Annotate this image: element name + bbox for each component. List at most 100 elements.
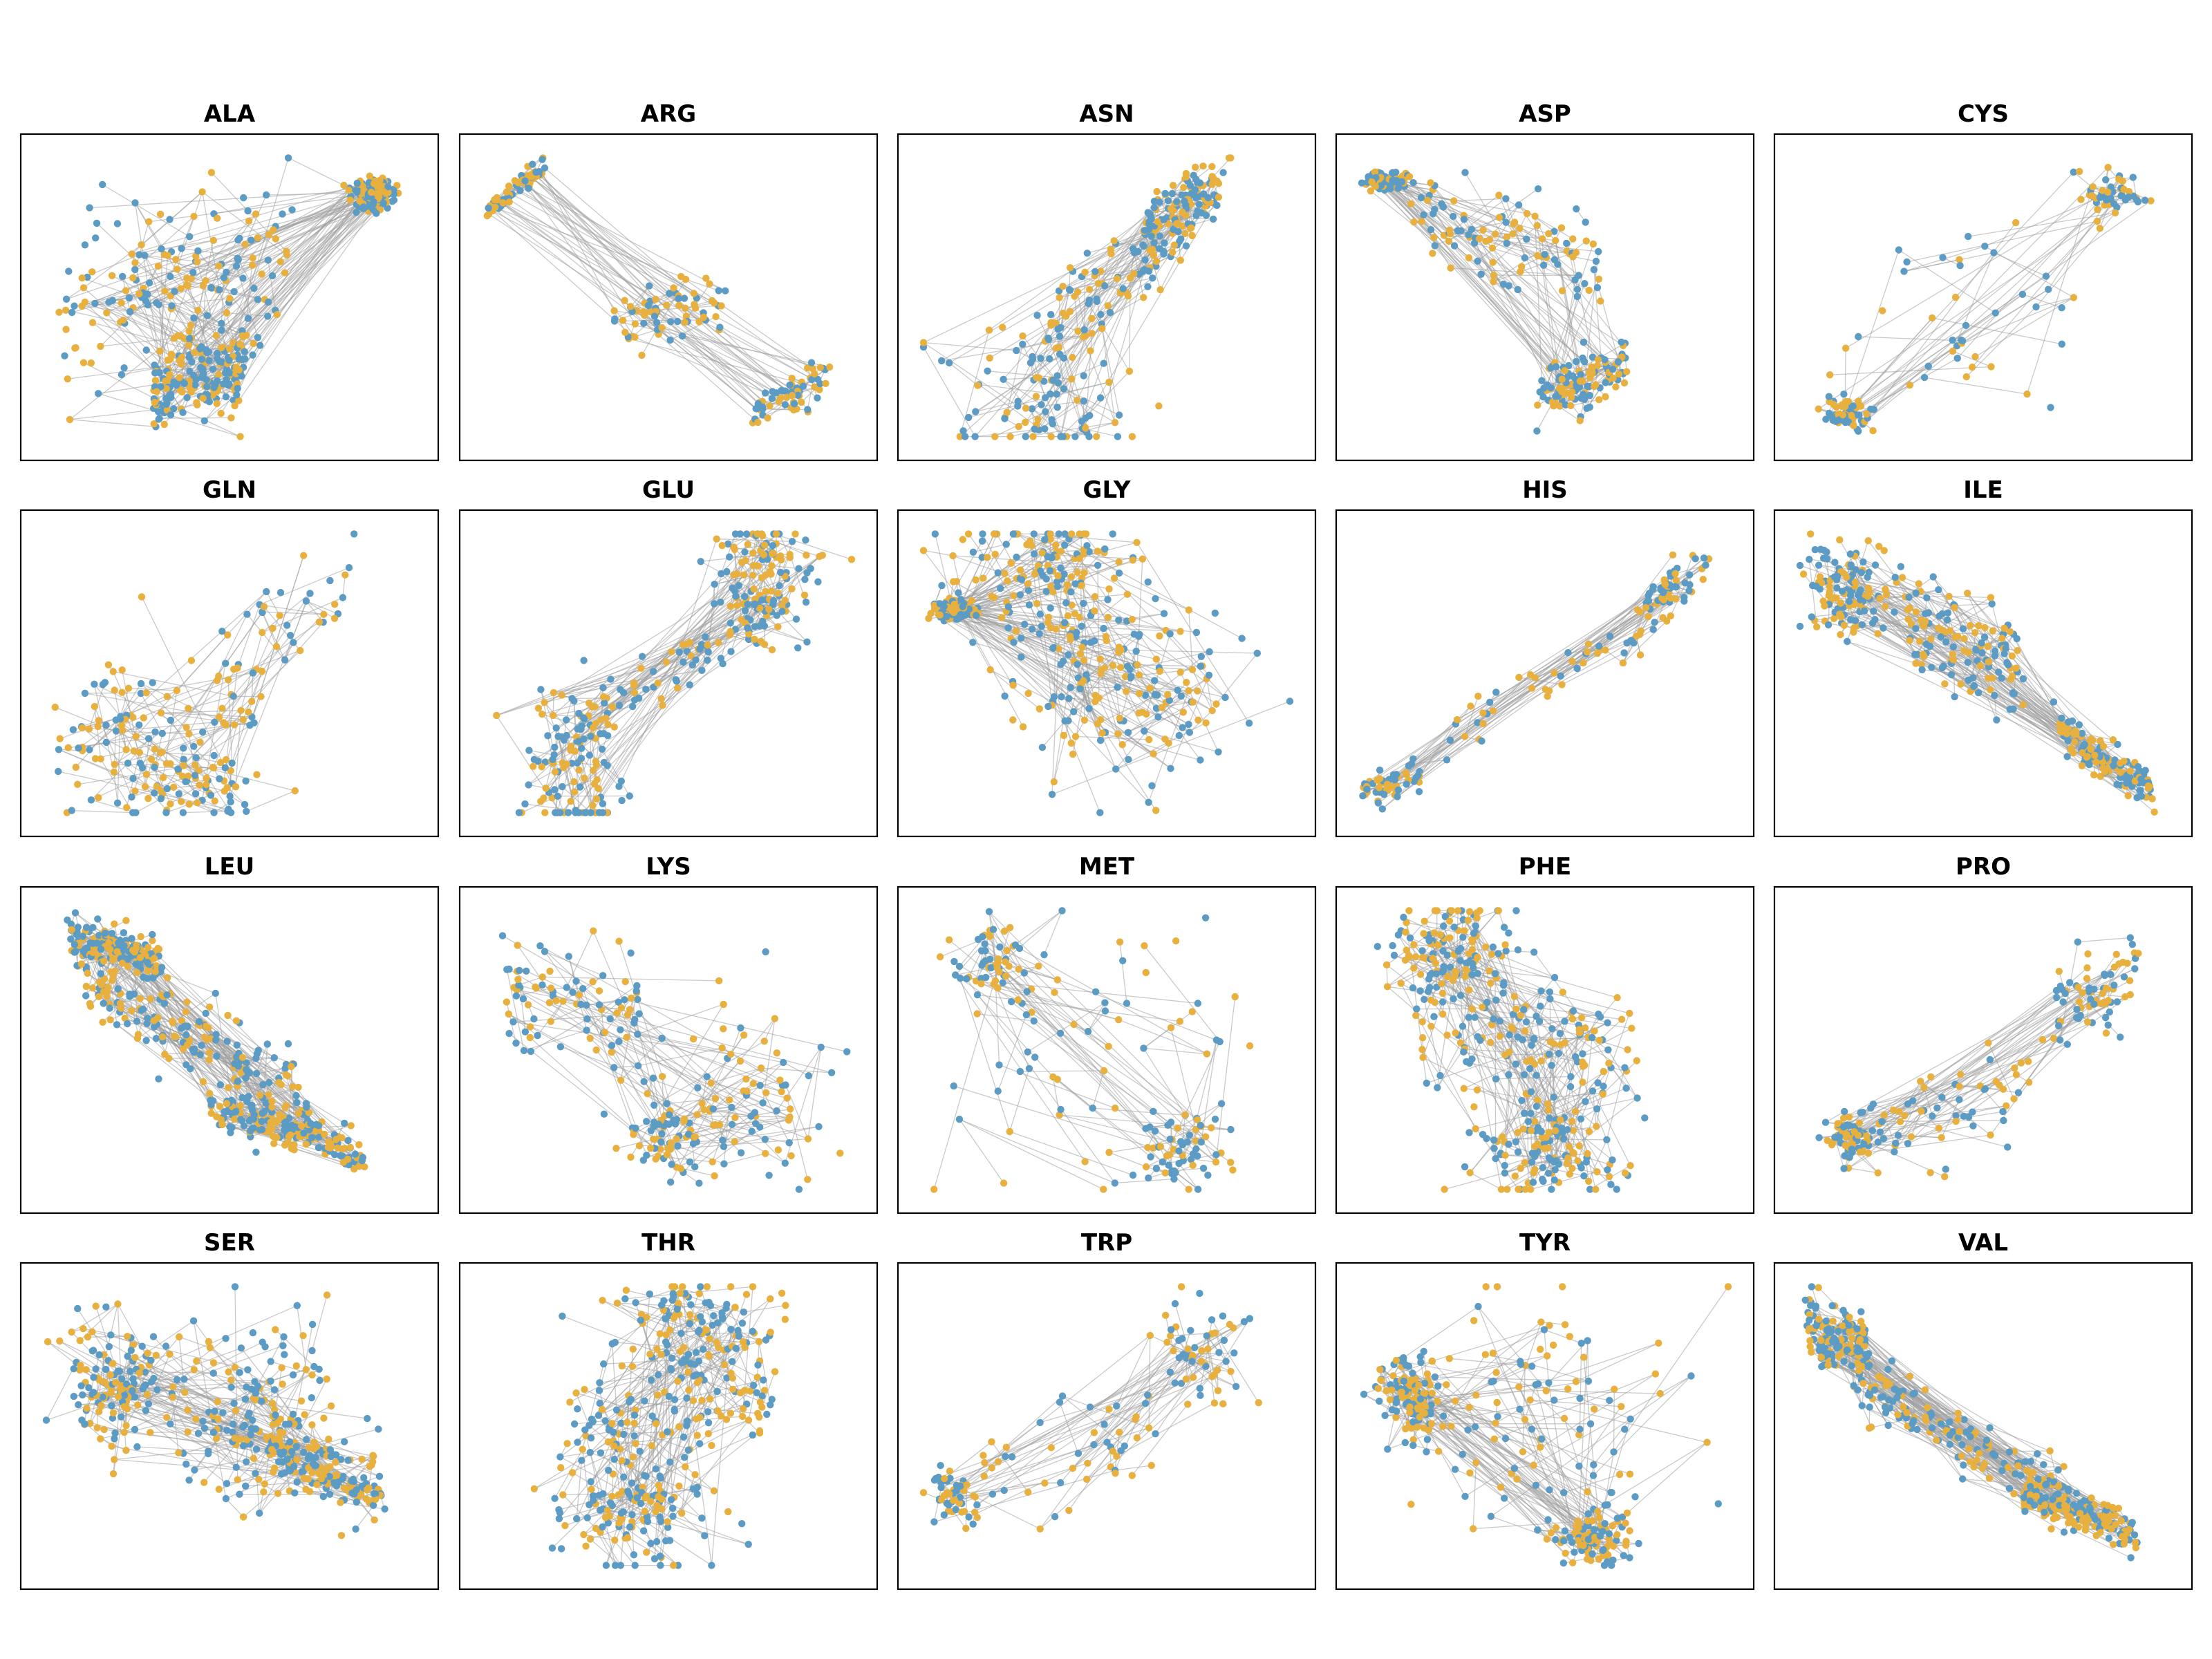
edge-line	[121, 367, 157, 375]
data-point	[167, 411, 175, 419]
data-point	[345, 187, 353, 194]
edge-line	[527, 166, 763, 408]
data-point	[1477, 270, 1485, 278]
data-point	[1197, 653, 1206, 660]
data-point	[1579, 354, 1586, 362]
data-point	[235, 397, 243, 404]
data-point	[91, 702, 99, 711]
data-point	[1156, 632, 1163, 640]
data-point	[353, 179, 361, 187]
data-point	[88, 268, 96, 276]
data-point	[116, 715, 124, 723]
edge-line	[1174, 205, 1207, 219]
data-point	[1150, 204, 1158, 212]
data-point	[191, 790, 200, 798]
data-point	[250, 284, 258, 292]
data-point	[180, 379, 188, 387]
data-point	[1839, 411, 1847, 419]
data-point	[1152, 594, 1159, 603]
data-point	[1019, 723, 1027, 731]
data-point	[1135, 671, 1143, 679]
data-point	[1052, 344, 1060, 352]
data-point	[2103, 188, 2112, 196]
data-point	[71, 302, 78, 310]
data-point	[64, 375, 72, 383]
data-point	[270, 226, 277, 234]
data-point	[1173, 220, 1181, 227]
edge-line	[1550, 243, 1594, 368]
panel-title-arg: ARG	[641, 100, 696, 128]
data-point	[1580, 391, 1587, 398]
panel-title-asp: ASP	[1519, 100, 1571, 128]
data-point	[1185, 720, 1192, 729]
edge-line	[1006, 344, 1023, 413]
data-point	[256, 341, 264, 349]
data-point	[1951, 293, 1960, 301]
data-point	[984, 554, 991, 561]
data-point	[242, 777, 250, 785]
data-point	[1105, 585, 1113, 593]
data-point	[177, 285, 185, 292]
panel-asp: ASP	[1335, 100, 1755, 462]
data-point	[185, 800, 193, 808]
data-point	[1430, 234, 1438, 241]
data-point	[194, 306, 202, 315]
data-point	[772, 530, 780, 538]
data-point	[151, 789, 158, 797]
data-point	[1204, 194, 1212, 202]
data-point	[1140, 242, 1147, 250]
data-point	[1151, 677, 1159, 684]
data-point	[1054, 325, 1062, 333]
data-point	[1573, 292, 1581, 301]
data-point	[207, 283, 215, 292]
data-point	[659, 702, 666, 709]
edge-line	[503, 202, 773, 400]
data-point	[525, 747, 533, 754]
data-point	[1170, 241, 1179, 249]
data-point	[1115, 616, 1123, 624]
data-point	[925, 615, 932, 622]
data-point	[1429, 250, 1436, 257]
edge-line	[95, 193, 362, 304]
edge-line	[131, 179, 374, 255]
data-point	[1418, 218, 1425, 225]
data-point	[234, 254, 241, 262]
panel-title-cys: CYS	[1958, 100, 2009, 128]
data-point	[1900, 268, 1908, 275]
data-point	[169, 783, 178, 791]
data-point	[751, 635, 758, 643]
edge-line	[176, 191, 203, 270]
data-point	[713, 535, 720, 543]
data-point	[131, 199, 139, 207]
edge-line	[630, 285, 650, 307]
data-point	[129, 809, 137, 816]
edge-line	[923, 220, 1177, 344]
data-point	[1209, 174, 1217, 182]
data-point	[798, 398, 805, 406]
data-point	[1590, 265, 1598, 274]
data-point	[179, 409, 187, 416]
data-point	[1447, 264, 1454, 272]
data-point	[199, 367, 207, 375]
data-point	[590, 780, 599, 788]
data-point	[585, 700, 593, 707]
data-point	[790, 406, 798, 414]
edge-line	[1492, 247, 1564, 368]
data-point	[72, 763, 80, 771]
data-point	[1114, 433, 1122, 440]
data-point	[1516, 225, 1524, 232]
data-point	[62, 295, 71, 303]
data-point	[1490, 278, 1497, 285]
data-point	[209, 391, 216, 399]
data-point	[711, 581, 718, 588]
data-point	[529, 160, 536, 168]
data-point	[171, 288, 178, 295]
panel-cys: CYS	[1773, 100, 2193, 462]
data-point	[205, 357, 213, 364]
edge-line	[1101, 324, 1116, 423]
data-point	[1088, 315, 1096, 322]
data-point	[570, 697, 578, 705]
data-point	[1186, 225, 1194, 232]
data-point	[662, 658, 671, 666]
data-point	[1197, 662, 1205, 670]
